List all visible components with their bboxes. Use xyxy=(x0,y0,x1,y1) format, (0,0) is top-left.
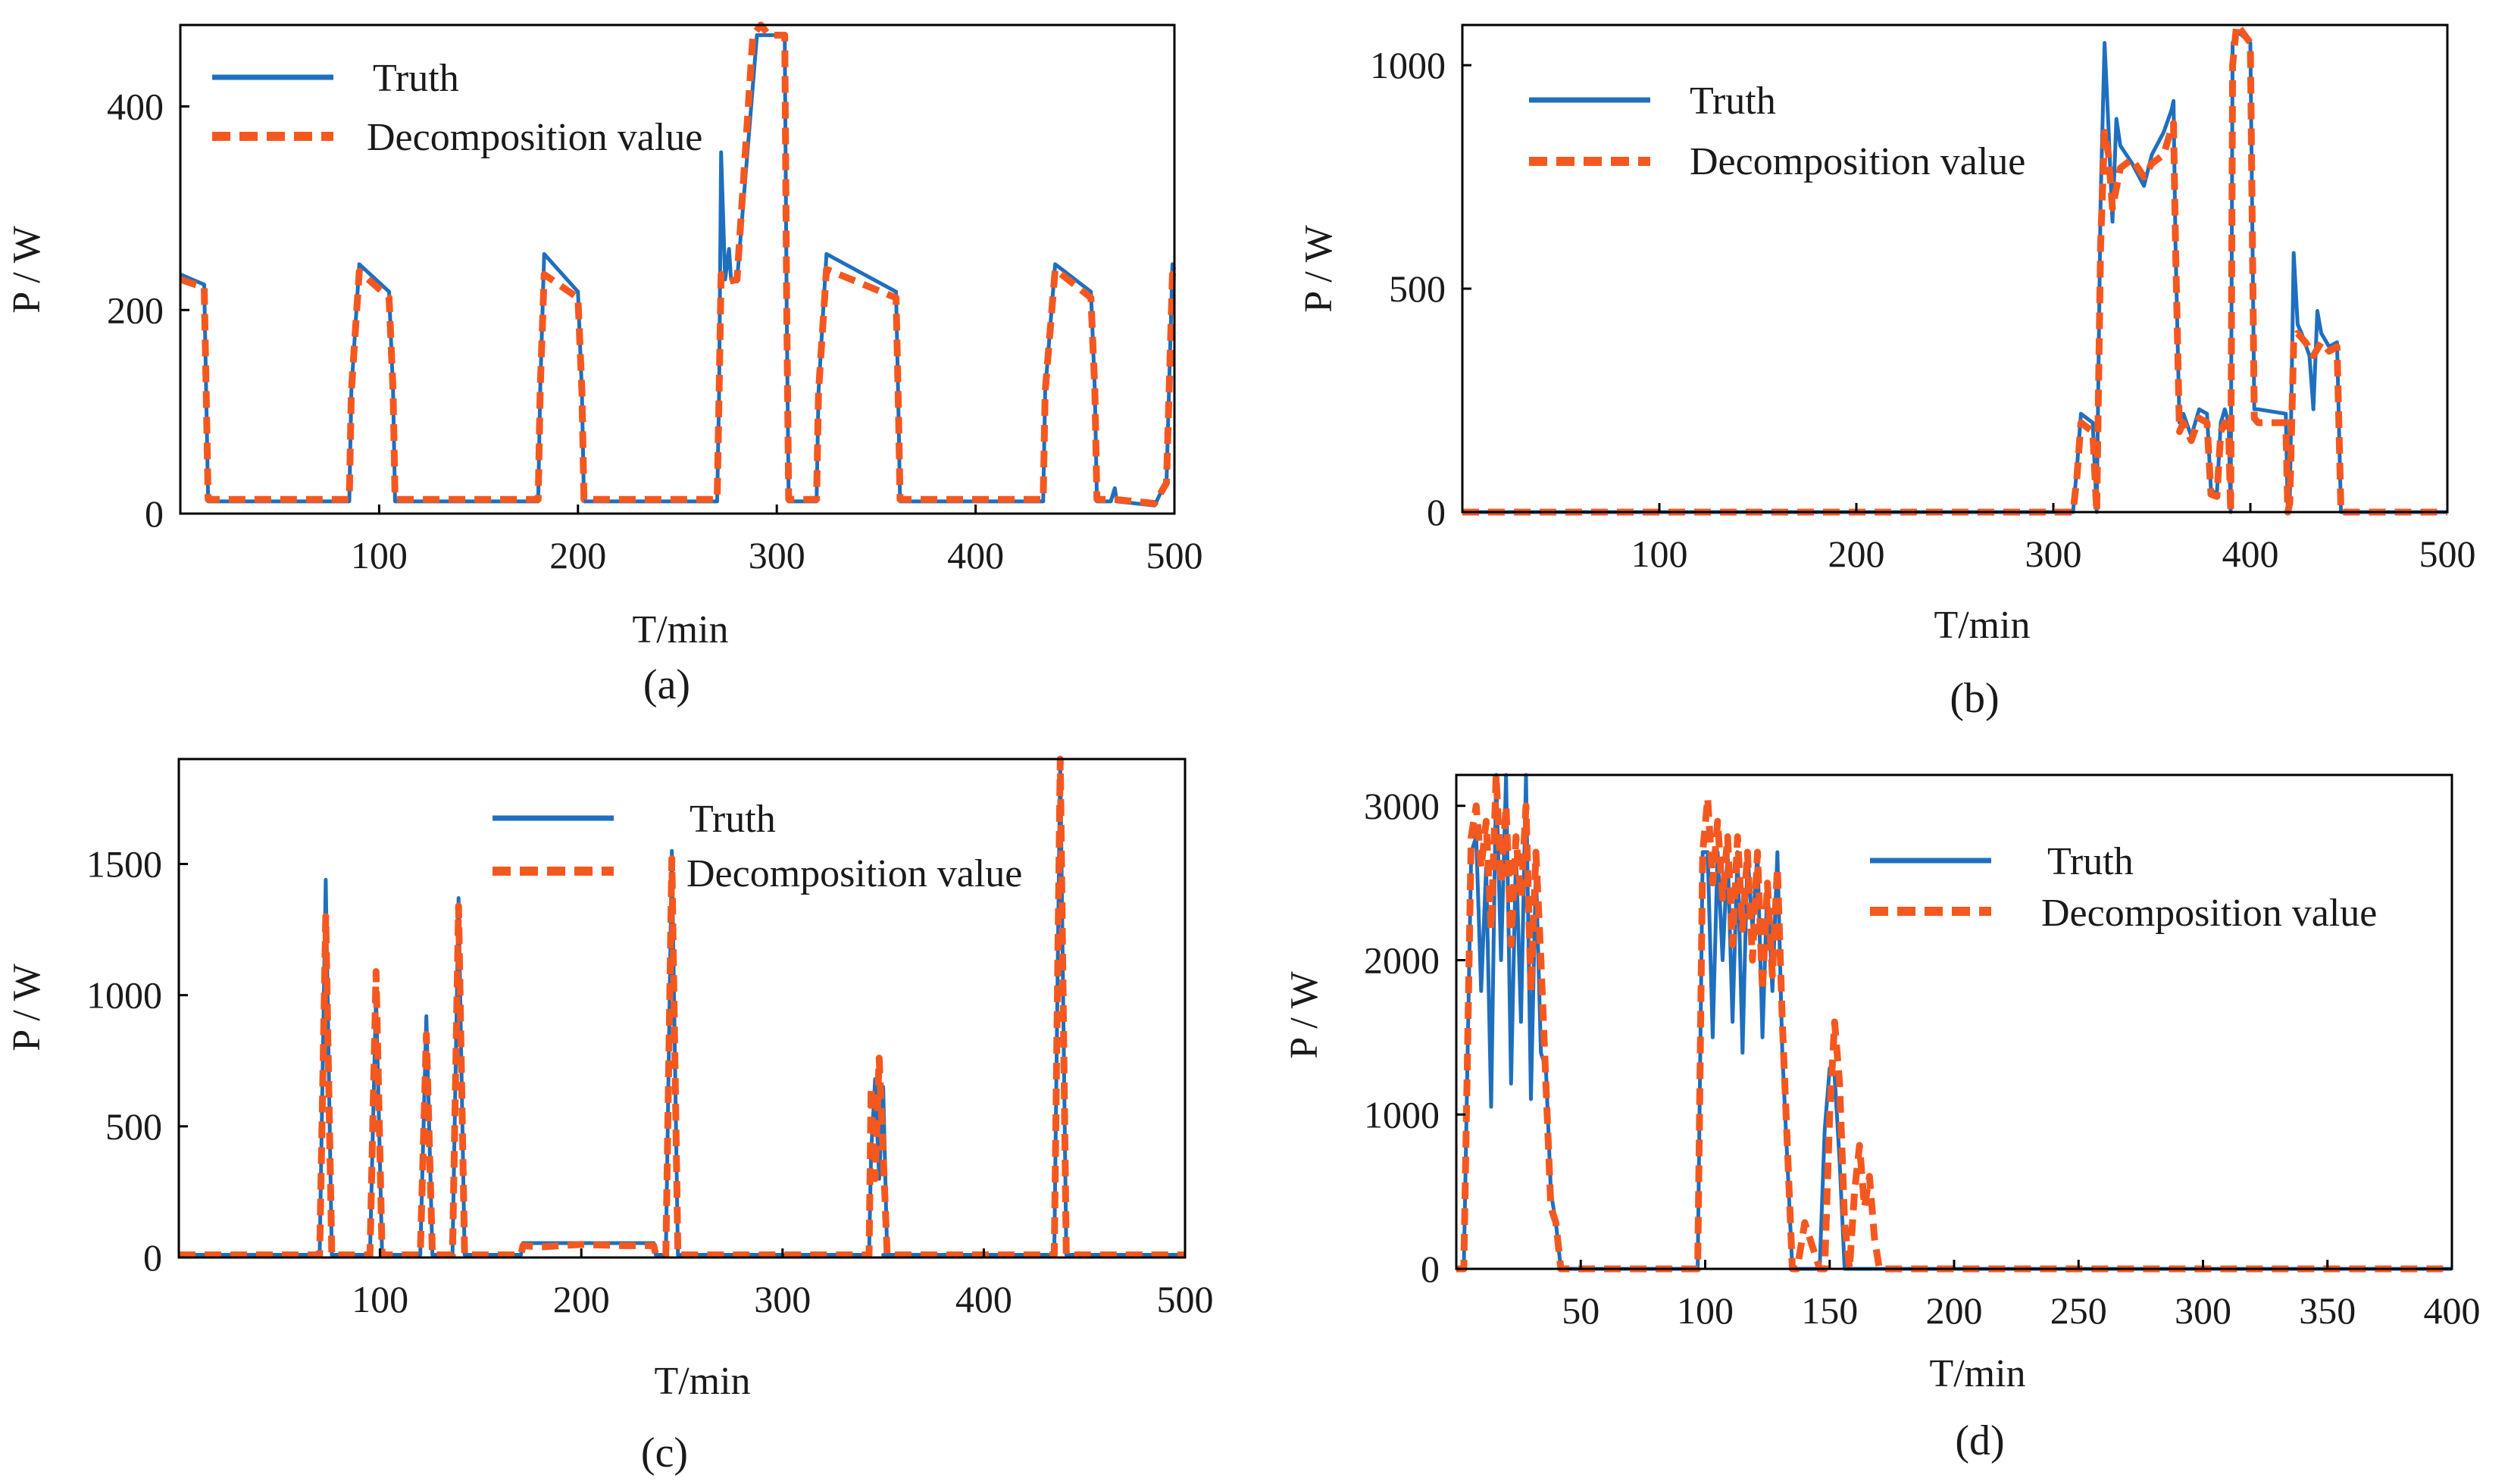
panel-b-xlabel: T/min xyxy=(1934,604,2030,647)
panel-d-ytick-label: 2000 xyxy=(1364,939,1440,982)
panel-c-ytick-label: 500 xyxy=(105,1105,162,1148)
panel-c-xlabel: T/min xyxy=(654,1360,750,1403)
panel-d-xtick-label: 350 xyxy=(2299,1289,2356,1332)
panel-d-series xyxy=(1456,771,2452,1273)
panel-a: 100 200 300 400 500 0 200 400 P / W T/min (a) T… xyxy=(5,21,1203,708)
panel-b-ytick-label: 500 xyxy=(1389,267,1446,310)
legend-decomp-label: Decomposition value xyxy=(686,852,1022,895)
panel-d-series-truth-line xyxy=(1456,773,2452,1271)
panel-b-xtick-label: 300 xyxy=(2025,533,2082,575)
panel-d-xtick-label: 250 xyxy=(2050,1289,2107,1332)
panel-c-ytick-label: 1500 xyxy=(86,843,162,886)
panel-a-ytick-label: 400 xyxy=(107,86,164,128)
panel-b-series-decomposition-line xyxy=(1462,21,2447,516)
legend-decomp-label: Decomposition value xyxy=(1690,140,2025,183)
panel-a-xtick-label: 400 xyxy=(947,534,1004,576)
panel-d-ytick-label: 3000 xyxy=(1364,785,1440,827)
panel-d-plot-frame xyxy=(1455,773,2453,1270)
panel-d-caption: (d) xyxy=(1955,1417,2004,1464)
panel-a-legend: Truth Decomposition value xyxy=(212,57,702,159)
panel-b-plot-frame xyxy=(1461,23,2449,514)
panel-b-ytick-label: 1000 xyxy=(1370,44,1446,86)
legend-truth-label: Truth xyxy=(373,57,459,100)
panel-a-xtick-label: 500 xyxy=(1146,534,1203,576)
panel-a-caption: (a) xyxy=(643,661,690,708)
legend-decomp-label: Decomposition value xyxy=(367,116,702,159)
panel-b-caption: (b) xyxy=(1950,675,1999,722)
panel-c-ytick-label: 1000 xyxy=(86,974,162,1017)
panel-c-xtick-label: 500 xyxy=(1157,1278,1214,1320)
panel-c-series-decomposition-line xyxy=(179,755,1185,1258)
panel-a-ylabel: P / W xyxy=(5,226,48,314)
panel-d-xtick-label: 50 xyxy=(1562,1289,1599,1332)
panel-c-legend: Truth Decomposition value xyxy=(493,798,1022,895)
panel-d-ytick-label: 1000 xyxy=(1364,1093,1440,1136)
panel-c-ticks: 100 200 300 400 500 0 500 1000 1500 xyxy=(86,843,1214,1320)
panel-d-xtick-label: 300 xyxy=(2175,1289,2231,1332)
panel-b-xtick-label: 500 xyxy=(2419,533,2476,575)
panel-a-xtick-label: 100 xyxy=(351,534,408,576)
panel-b-xtick-label: 400 xyxy=(2222,533,2279,575)
panel-c-plot-frame xyxy=(177,758,1187,1259)
panel-c-xtick-label: 300 xyxy=(754,1278,811,1320)
panel-a-ytick-label: 0 xyxy=(145,492,164,535)
panel-b-series xyxy=(1462,21,2447,516)
legend-truth-label: Truth xyxy=(2047,840,2134,883)
panel-d-legend: Truth Decomposition value xyxy=(1870,840,2377,935)
legend-truth-label: Truth xyxy=(690,798,776,841)
panel-c-ylabel: P / W xyxy=(5,964,48,1051)
panel-a-plot-frame xyxy=(179,23,1176,515)
panel-d-ticks: 50 100 150 200 250 300 350 400 0 1000 2000 3000 xyxy=(1364,785,2481,1332)
panel-a-ticks: 100 200 300 400 500 0 200 400 xyxy=(107,86,1203,577)
panel-d-xtick-label: 150 xyxy=(1801,1289,1858,1332)
panel-b-legend: Truth Decomposition value xyxy=(1529,80,2025,183)
panel-d-xtick-label: 200 xyxy=(1926,1289,1983,1332)
panel-d-xtick-label: 100 xyxy=(1677,1289,1734,1332)
panel-a-xtick-label: 200 xyxy=(549,534,606,576)
panel-c-xtick-label: 100 xyxy=(352,1278,408,1320)
panel-b-ylabel: P / W xyxy=(1297,225,1340,313)
panel-a-series xyxy=(179,21,1178,508)
panel-d-ytick-label: 0 xyxy=(1421,1248,1440,1290)
panel-d-xtick-label: 400 xyxy=(2424,1289,2481,1332)
panel-b-xtick-label: 100 xyxy=(1631,533,1688,575)
panel-c-xtick-label: 400 xyxy=(955,1278,1012,1320)
panel-a-series-truth-line xyxy=(180,33,1177,508)
panel-b-xtick-label: 200 xyxy=(1828,533,1885,575)
legend-truth-label: Truth xyxy=(1690,80,1776,123)
panel-a-ytick-label: 200 xyxy=(107,289,164,331)
panel-c-caption: (c) xyxy=(641,1429,688,1476)
panel-b-series-truth-line xyxy=(1462,32,2447,514)
panel-c-series xyxy=(179,755,1185,1258)
panel-b-ytick-label: 0 xyxy=(1427,491,1446,533)
panel-b-ticks: 100 200 300 400 500 0 500 1000 xyxy=(1370,44,2476,575)
panel-d-ylabel: P / W xyxy=(1283,971,1326,1059)
panel-c-ytick-label: 0 xyxy=(143,1236,162,1279)
panel-d-series-decomposition-line xyxy=(1456,771,2452,1273)
panel-d: 50 100 150 200 250 300 350 400 0 1000 2000 3000 P /… xyxy=(1283,771,2481,1464)
legend-decomp-label: Decomposition value xyxy=(2041,892,2377,935)
panel-c-series-truth-line xyxy=(179,757,1185,1257)
panel-a-xlabel: T/min xyxy=(632,608,728,651)
panel-a-xtick-label: 300 xyxy=(749,534,805,576)
panel-a-series-decomposition-line xyxy=(179,21,1178,508)
panel-d-xlabel: T/min xyxy=(1929,1352,2025,1395)
panel-c-xtick-label: 200 xyxy=(553,1278,610,1320)
